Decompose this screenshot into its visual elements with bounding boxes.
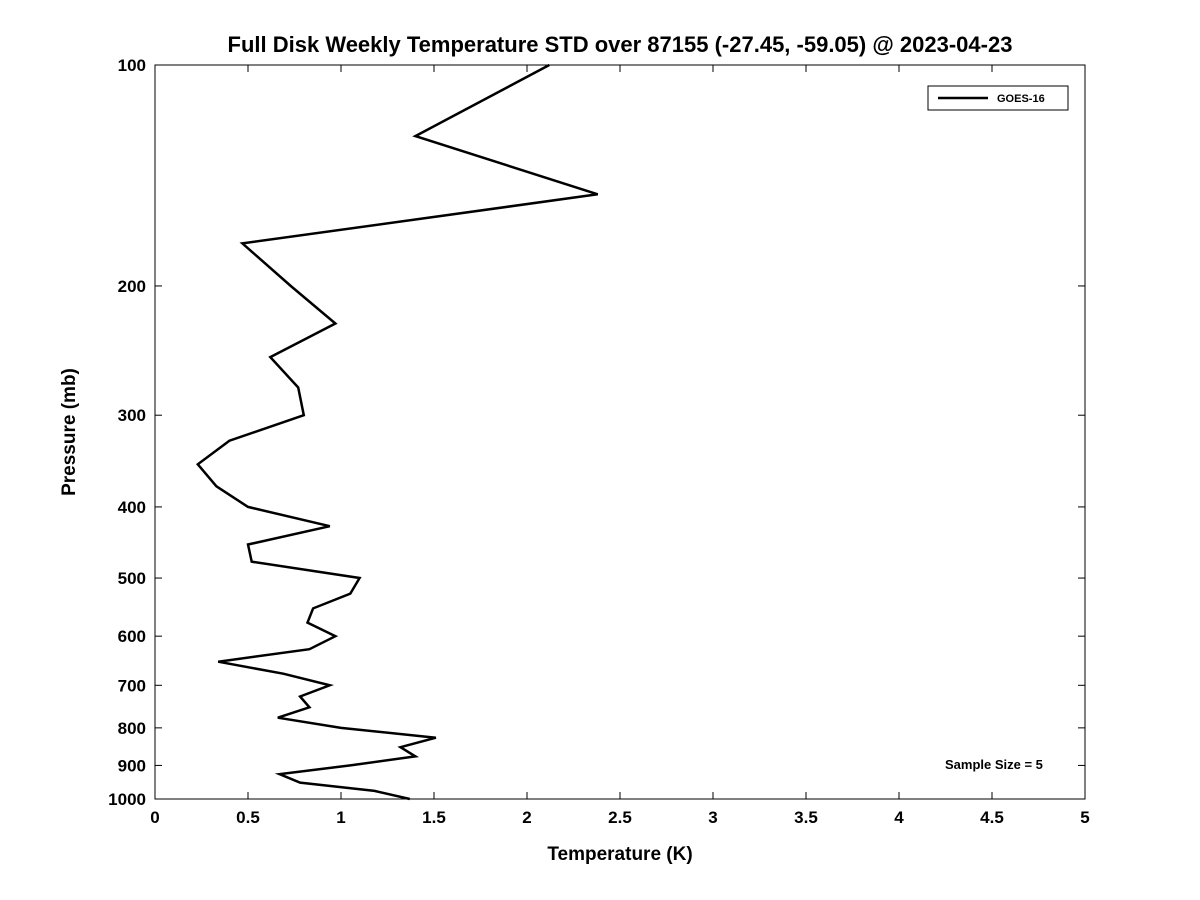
x-tick-label: 1 [336,808,345,827]
x-tick-label: 4 [894,808,904,827]
y-tick-label: 800 [118,719,146,738]
y-tick-label: 400 [118,498,146,517]
x-tick-label: 3 [708,808,717,827]
x-tick-label: 0.5 [236,808,260,827]
x-tick-label: 4.5 [980,808,1004,827]
y-tick-label: 600 [118,627,146,646]
y-axis-label: Pressure (mb) [59,368,80,496]
chart-title: Full Disk Weekly Temperature STD over 87… [228,32,1013,57]
legend: GOES-16 [927,85,1069,111]
y-tick-label: 100 [118,56,146,75]
legend-label: GOES-16 [997,93,1045,105]
x-tick-label: 2 [522,808,531,827]
x-tick-label: 5 [1080,808,1089,827]
data-series [195,63,599,801]
sample-size-annotation: Sample Size = 5 [945,757,1043,772]
x-tick-label: 1.5 [422,808,446,827]
x-tick-label: 0 [150,808,159,827]
series-line-goes-16 [195,63,599,801]
plot-frame [154,64,1086,800]
y-tick-label: 1000 [108,790,146,809]
y-tick-label: 700 [118,676,146,695]
y-tick-label: 500 [118,569,146,588]
x-tick-label: 3.5 [794,808,818,827]
y-tick-label: 200 [118,277,146,296]
y-tick-label: 300 [118,406,146,425]
axes: 0 0.5 1 1.5 2 2.5 3 3.5 4 4.5 5 100 200 300 400 500 600 7… [108,56,1090,827]
x-tick-label: 2.5 [608,808,632,827]
x-axis-label: Temperature (K) [547,844,692,865]
y-tick-label: 900 [118,756,146,775]
legend-box [927,85,1069,111]
